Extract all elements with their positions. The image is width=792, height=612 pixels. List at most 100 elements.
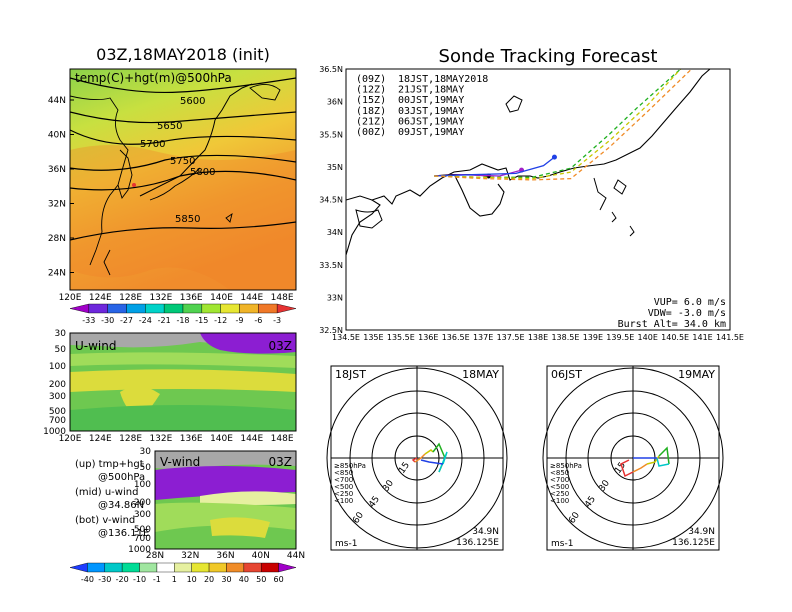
contour-label: 5750	[170, 156, 195, 167]
track-frame	[345, 68, 731, 331]
lon-tick-label: 136E	[180, 434, 203, 444]
map500-panel: temp(C)+hgt(m)@500hPa 5600 5650 5700 575…	[48, 68, 297, 325]
coastline-awaji	[355, 209, 383, 229]
level-legend: <250	[550, 490, 569, 498]
left-title: 03Z,18MAY2018 (init)	[96, 45, 270, 64]
lat-tick-label: 32N	[181, 551, 199, 561]
pressure-tick-label: 200	[134, 498, 151, 508]
track-legend: (09Z) 18JST,18MAY2018 (12Z) 21JST,18MAY (15Z…	[356, 74, 488, 138]
colorbar-segment	[261, 562, 279, 573]
pressure-tick-label: 700	[49, 416, 66, 426]
coastline-kii	[454, 175, 505, 217]
uwind-label: U-wind	[75, 339, 116, 353]
track-line	[434, 156, 555, 177]
contour-label: 5850	[175, 214, 200, 225]
level-legend: <700	[334, 476, 353, 484]
colorbar-segment	[107, 303, 127, 314]
lat-tick-label: 40N	[48, 131, 66, 141]
lon-tick-label: 141E	[692, 333, 712, 342]
warm-region	[70, 145, 296, 290]
hodograph-trace	[658, 446, 670, 465]
colorbar-label: -40	[81, 575, 94, 584]
legend-time: 09JST,19MAY	[398, 127, 464, 138]
lat-tick-label: 40N	[252, 551, 270, 561]
ascent-parameters: VUP= 6.0 m/s VDW= -3.0 m/s Burst Alt= 34…	[618, 297, 726, 330]
colorbar-segment	[87, 562, 105, 573]
colorbar-label: -6	[254, 316, 262, 325]
track-lon-axis: 134.5E 135E 135.5E 136E 136.5E 137E 137.5E 138E…	[332, 333, 744, 342]
legend-time: 00JST,19MAY	[398, 95, 464, 106]
lon-tick-label: 124E	[89, 434, 112, 444]
pressure-tick-label: 100	[49, 362, 66, 372]
map500-overlays	[70, 77, 296, 290]
lon-tick-label: 140E	[638, 333, 658, 342]
coastline-hokkaido	[249, 84, 281, 101]
lon-tick-label: 137.5E	[497, 333, 525, 342]
coord-lon: 136.125E	[456, 538, 499, 548]
vwind-overlays	[155, 451, 296, 538]
jet-core	[70, 369, 296, 392]
contour-line	[70, 221, 296, 241]
lat-tick-label: 34N	[327, 228, 343, 237]
contour-label: 5650	[157, 121, 182, 132]
wind-band	[120, 386, 160, 420]
colorbar-segment	[220, 303, 240, 314]
island	[611, 211, 617, 223]
lon-tick-label: 128E	[119, 434, 142, 444]
unit-label: ms-1	[335, 539, 357, 549]
lon-tick-label: 148E	[271, 434, 294, 444]
wind-colorbar: -40 -30 -20 -10 -1 1 10 20 30 40 50 60	[69, 562, 297, 584]
lat-tick-label: 32N	[48, 200, 66, 210]
note-line: (mid) u-wind	[75, 487, 138, 498]
colorbar-label: 20	[204, 575, 214, 584]
track-line	[434, 69, 682, 180]
lat-tick-label: 32.5N	[319, 326, 343, 335]
colorbar-label: -27	[120, 316, 133, 325]
colorbar-segment	[208, 562, 227, 573]
legend-code: (15Z)	[356, 95, 386, 106]
level-legend: <850	[334, 469, 353, 477]
legend-code: (21Z)	[356, 116, 386, 127]
lon-tick-label: 137E	[473, 333, 493, 342]
hodograph-trace	[420, 459, 444, 465]
coord-lat: 34.9N	[688, 527, 715, 537]
coord-lon: 136.125E	[672, 538, 715, 548]
lon-tick-label: 140.5E	[661, 333, 689, 342]
colorbar-segment	[104, 562, 123, 573]
colorbar-label: 60	[274, 575, 284, 584]
lat-tick-label: 36N	[216, 551, 234, 561]
lon-tick-label: 136.5E	[442, 333, 470, 342]
colorbar-label: -24	[139, 316, 152, 325]
hodograph-trace	[424, 449, 434, 455]
level-legend: <850	[550, 469, 569, 477]
lon-tick-label: 138E	[528, 333, 548, 342]
lon-tick-label: 141.5E	[716, 333, 744, 342]
burst-point	[551, 154, 557, 160]
coastline-japan	[139, 83, 253, 197]
lon-tick-label: 128E	[119, 293, 142, 303]
colorbar-segment	[69, 303, 90, 314]
uwind-overlays	[70, 333, 296, 431]
wind-band	[70, 405, 296, 431]
burst-altitude: Burst Alt= 34.0 km	[618, 319, 726, 330]
coastline-taiwan	[103, 249, 111, 276]
colorbar-label: -9	[236, 316, 244, 325]
track-line	[434, 69, 682, 178]
colorbar-segment	[278, 562, 297, 573]
unit-label: ms-1	[551, 539, 573, 549]
level-legend: ≥850hPa	[334, 462, 366, 470]
legend-time: 03JST,19MAY	[398, 106, 464, 117]
level-legend: <500	[334, 483, 353, 491]
coord-lat: 34.9N	[472, 527, 499, 537]
track-line	[434, 69, 693, 181]
pressure-tick-label: 50	[140, 463, 152, 473]
hodograph-trace	[632, 463, 648, 473]
coastline-korea	[117, 149, 133, 199]
hodograph-date-label: 19MAY	[678, 368, 715, 381]
level-legend: ≥850hPa	[550, 462, 582, 470]
colorbar-label: 50	[256, 575, 266, 584]
colorbar-segment	[276, 303, 297, 314]
wind-band	[210, 517, 270, 538]
